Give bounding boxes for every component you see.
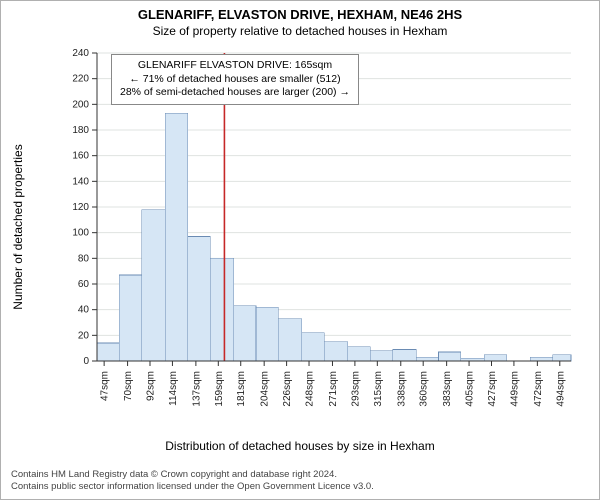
svg-text:92sqm: 92sqm: [146, 371, 157, 401]
footnote-line1: Contains HM Land Registry data © Crown c…: [11, 469, 374, 481]
footnote-line2: Contains public sector information licen…: [11, 481, 374, 493]
svg-text:338sqm: 338sqm: [396, 371, 407, 407]
histogram-bar: [278, 319, 301, 361]
svg-text:315sqm: 315sqm: [373, 371, 384, 407]
info-box: GLENARIFF ELVASTON DRIVE: 165sqm ← 71% o…: [111, 54, 359, 105]
svg-text:80: 80: [78, 253, 90, 264]
histogram-bar: [393, 349, 416, 361]
histogram-bar: [210, 258, 233, 361]
chart-subtitle: Size of property relative to detached ho…: [1, 24, 599, 38]
svg-text:240: 240: [72, 48, 89, 59]
histogram-bar: [302, 333, 324, 361]
svg-text:20: 20: [78, 330, 90, 341]
info-line2: ← 71% of detached houses are smaller (51…: [120, 73, 350, 87]
svg-text:70sqm: 70sqm: [123, 371, 134, 401]
svg-text:137sqm: 137sqm: [191, 371, 202, 407]
histogram-bar: [484, 355, 506, 361]
info-line3: 28% of semi-detached houses are larger (…: [120, 86, 350, 100]
y-axis-label: Number of detached properties: [11, 47, 31, 407]
svg-text:271sqm: 271sqm: [328, 371, 339, 407]
histogram-bar: [165, 113, 187, 361]
x-axis-label: Distribution of detached houses by size …: [1, 439, 599, 453]
histogram-bar: [97, 343, 119, 361]
svg-text:60: 60: [78, 279, 90, 290]
histogram-bar: [416, 357, 438, 361]
svg-text:180: 180: [72, 125, 89, 136]
chart-container: GLENARIFF, ELVASTON DRIVE, HEXHAM, NE46 …: [0, 0, 600, 500]
histogram-bar: [142, 210, 165, 361]
histogram-bar: [324, 342, 347, 361]
svg-text:100: 100: [72, 228, 89, 239]
svg-text:405sqm: 405sqm: [465, 371, 476, 407]
svg-text:47sqm: 47sqm: [100, 371, 111, 401]
svg-text:220: 220: [72, 74, 89, 85]
svg-text:181sqm: 181sqm: [236, 371, 247, 407]
histogram-bar: [438, 352, 460, 361]
chart-title: GLENARIFF, ELVASTON DRIVE, HEXHAM, NE46 …: [1, 7, 599, 22]
histogram-bar: [256, 307, 278, 361]
svg-text:120: 120: [72, 202, 89, 213]
svg-text:204sqm: 204sqm: [260, 371, 271, 407]
svg-text:160: 160: [72, 151, 89, 162]
histogram-bar: [188, 237, 210, 361]
svg-text:472sqm: 472sqm: [533, 371, 544, 407]
svg-text:114sqm: 114sqm: [168, 371, 179, 406]
svg-text:383sqm: 383sqm: [442, 371, 453, 407]
histogram-bar: [553, 355, 571, 361]
svg-text:427sqm: 427sqm: [487, 371, 498, 407]
svg-text:293sqm: 293sqm: [350, 371, 361, 407]
footnote: Contains HM Land Registry data © Crown c…: [11, 469, 374, 493]
svg-text:200: 200: [72, 99, 89, 110]
svg-text:360sqm: 360sqm: [419, 371, 430, 407]
histogram-bar: [119, 275, 141, 361]
histogram-bar: [530, 357, 552, 361]
histogram-bar: [348, 347, 370, 361]
svg-text:0: 0: [83, 356, 89, 367]
svg-text:40: 40: [78, 305, 90, 316]
svg-text:140: 140: [72, 176, 89, 187]
svg-text:226sqm: 226sqm: [282, 371, 293, 407]
svg-text:248sqm: 248sqm: [305, 371, 316, 407]
info-line1: GLENARIFF ELVASTON DRIVE: 165sqm: [120, 59, 350, 73]
svg-text:494sqm: 494sqm: [555, 371, 566, 407]
histogram-bar: [370, 351, 392, 361]
histogram-bar: [234, 306, 256, 361]
svg-text:159sqm: 159sqm: [214, 371, 225, 407]
svg-text:449sqm: 449sqm: [509, 371, 520, 407]
